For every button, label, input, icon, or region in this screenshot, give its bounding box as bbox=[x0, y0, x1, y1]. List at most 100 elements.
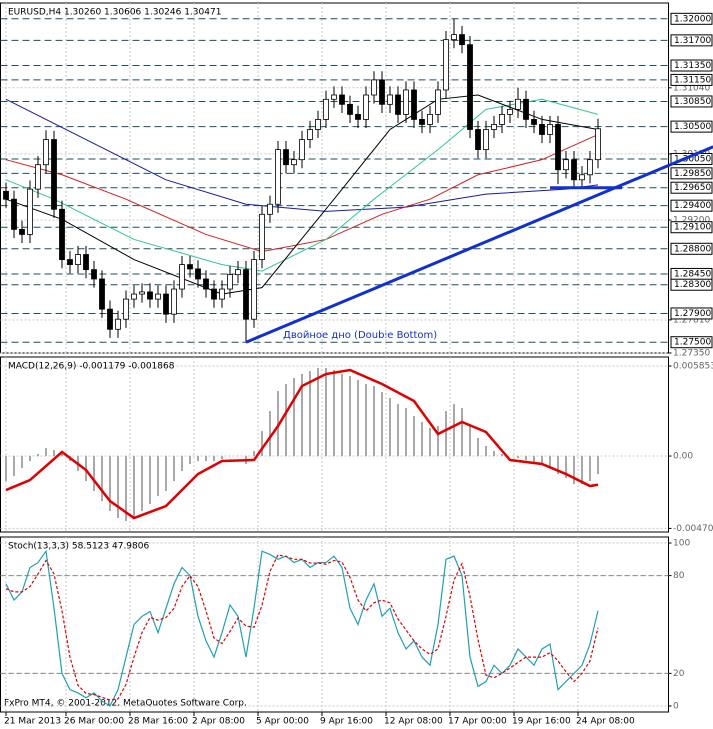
level-label-box bbox=[670, 167, 713, 180]
candle-body bbox=[571, 159, 577, 181]
y-tick-label: -0.004706 bbox=[673, 524, 713, 534]
candle-body bbox=[179, 264, 185, 290]
candle-body bbox=[331, 94, 337, 100]
x-tick-label: 17 Apr 00:00 bbox=[448, 717, 507, 727]
candle-body bbox=[459, 34, 465, 46]
candle-body bbox=[451, 34, 457, 41]
y-tick-label: 80 bbox=[673, 571, 685, 581]
candle-body bbox=[43, 139, 49, 166]
candle-body bbox=[163, 293, 169, 315]
candle-body bbox=[243, 269, 249, 320]
candle-body bbox=[99, 278, 105, 310]
candle-body bbox=[563, 159, 569, 171]
x-tick-label: 12 Apr 08:00 bbox=[384, 717, 443, 727]
candle-body bbox=[147, 291, 153, 300]
level-label-box bbox=[670, 120, 713, 133]
candle-body bbox=[523, 98, 529, 120]
x-tick-label: 28 Mar 16:00 bbox=[128, 717, 188, 727]
level-label: 1.30850 bbox=[674, 97, 711, 107]
level-label: 1.29650 bbox=[674, 183, 711, 193]
candle-body bbox=[467, 44, 473, 130]
candle-body bbox=[83, 254, 89, 271]
x-tick-label: 19 Apr 16:00 bbox=[512, 717, 571, 727]
candle-body bbox=[507, 108, 513, 115]
candle-body bbox=[491, 124, 497, 130]
candle-body bbox=[275, 149, 281, 205]
x-tick-label: 24 Apr 08:00 bbox=[576, 717, 635, 727]
macd-signal bbox=[5, 368, 599, 520]
y-tick-label: 100 bbox=[673, 539, 690, 549]
candle-body bbox=[171, 288, 177, 315]
candle-body bbox=[379, 79, 385, 105]
y-tick-label: 1.27350 bbox=[673, 349, 710, 359]
candle-body bbox=[339, 94, 345, 105]
candle-body bbox=[139, 291, 145, 295]
candle-body bbox=[515, 98, 521, 110]
y-tick-label: 1.31040 bbox=[673, 83, 710, 93]
candle-body bbox=[347, 103, 353, 115]
candle-body bbox=[427, 113, 433, 125]
candle-body bbox=[371, 79, 377, 96]
candle-body bbox=[91, 269, 97, 280]
candle-body bbox=[195, 268, 201, 280]
candle-body bbox=[587, 159, 593, 176]
candle-body bbox=[579, 174, 585, 181]
y-tick-label: 1.29200 bbox=[673, 216, 710, 226]
candle-body bbox=[235, 269, 241, 276]
level-label-box bbox=[670, 34, 713, 47]
candle-body bbox=[291, 159, 297, 166]
level-label-box bbox=[670, 199, 713, 212]
level-label: 1.31150 bbox=[674, 75, 711, 85]
candle-body bbox=[203, 278, 209, 290]
candle-body bbox=[555, 124, 561, 171]
level-label-box bbox=[670, 307, 713, 320]
candle-body bbox=[387, 94, 393, 105]
y-tick-label: 0.005853 bbox=[673, 362, 713, 372]
level-label-box bbox=[670, 152, 713, 165]
candle-body bbox=[539, 124, 545, 135]
y-tick-label: 1.27810 bbox=[673, 315, 710, 325]
candle-body bbox=[363, 94, 369, 120]
level-label: 1.31700 bbox=[674, 36, 711, 46]
candle-body bbox=[395, 94, 401, 115]
candle-body bbox=[403, 89, 409, 115]
level-label-box bbox=[670, 221, 713, 234]
x-tick-label: 26 Mar 00:00 bbox=[64, 717, 124, 727]
level-label-box bbox=[670, 59, 713, 72]
candle-body bbox=[131, 293, 137, 300]
candle-body bbox=[27, 188, 33, 235]
level-label: 1.28800 bbox=[674, 244, 711, 254]
candle-body bbox=[59, 208, 65, 260]
level-label-box bbox=[670, 181, 713, 194]
candle-body bbox=[443, 39, 449, 91]
pane-frame bbox=[0, 536, 669, 713]
candle-body bbox=[595, 128, 601, 161]
trend-line bbox=[245, 145, 713, 344]
level-label: 1.29400 bbox=[674, 201, 711, 211]
pane-title: Stoch(13,3,3) 58.5123 47.9806 bbox=[8, 542, 149, 552]
candle-body bbox=[435, 89, 441, 115]
candle-body bbox=[547, 124, 553, 135]
level-label: 1.29100 bbox=[674, 223, 711, 233]
moving-average bbox=[5, 98, 599, 272]
x-tick-label: 21 Mar 2013 bbox=[4, 717, 61, 727]
candle-body bbox=[475, 129, 481, 151]
y-tick-label: 0 bbox=[673, 701, 679, 711]
candle-body bbox=[483, 129, 489, 151]
level-label: 1.30500 bbox=[674, 122, 711, 132]
level-label: 1.28450 bbox=[674, 269, 711, 279]
candle-body bbox=[115, 318, 121, 330]
candle-body bbox=[499, 113, 505, 125]
candle-body bbox=[411, 89, 417, 120]
level-label-box bbox=[670, 336, 713, 349]
level-label: 1.28300 bbox=[674, 280, 711, 290]
candle-body bbox=[19, 228, 25, 235]
pane-frame bbox=[0, 356, 669, 533]
level-label: 1.27900 bbox=[674, 309, 711, 319]
candle-body bbox=[187, 264, 193, 270]
candle-body bbox=[323, 98, 329, 120]
watermark: FxPro MT4, © 2001-2012, MetaQuotes Softw… bbox=[4, 699, 247, 709]
candle-body bbox=[35, 164, 41, 190]
y-tick-label: 20 bbox=[673, 669, 685, 679]
